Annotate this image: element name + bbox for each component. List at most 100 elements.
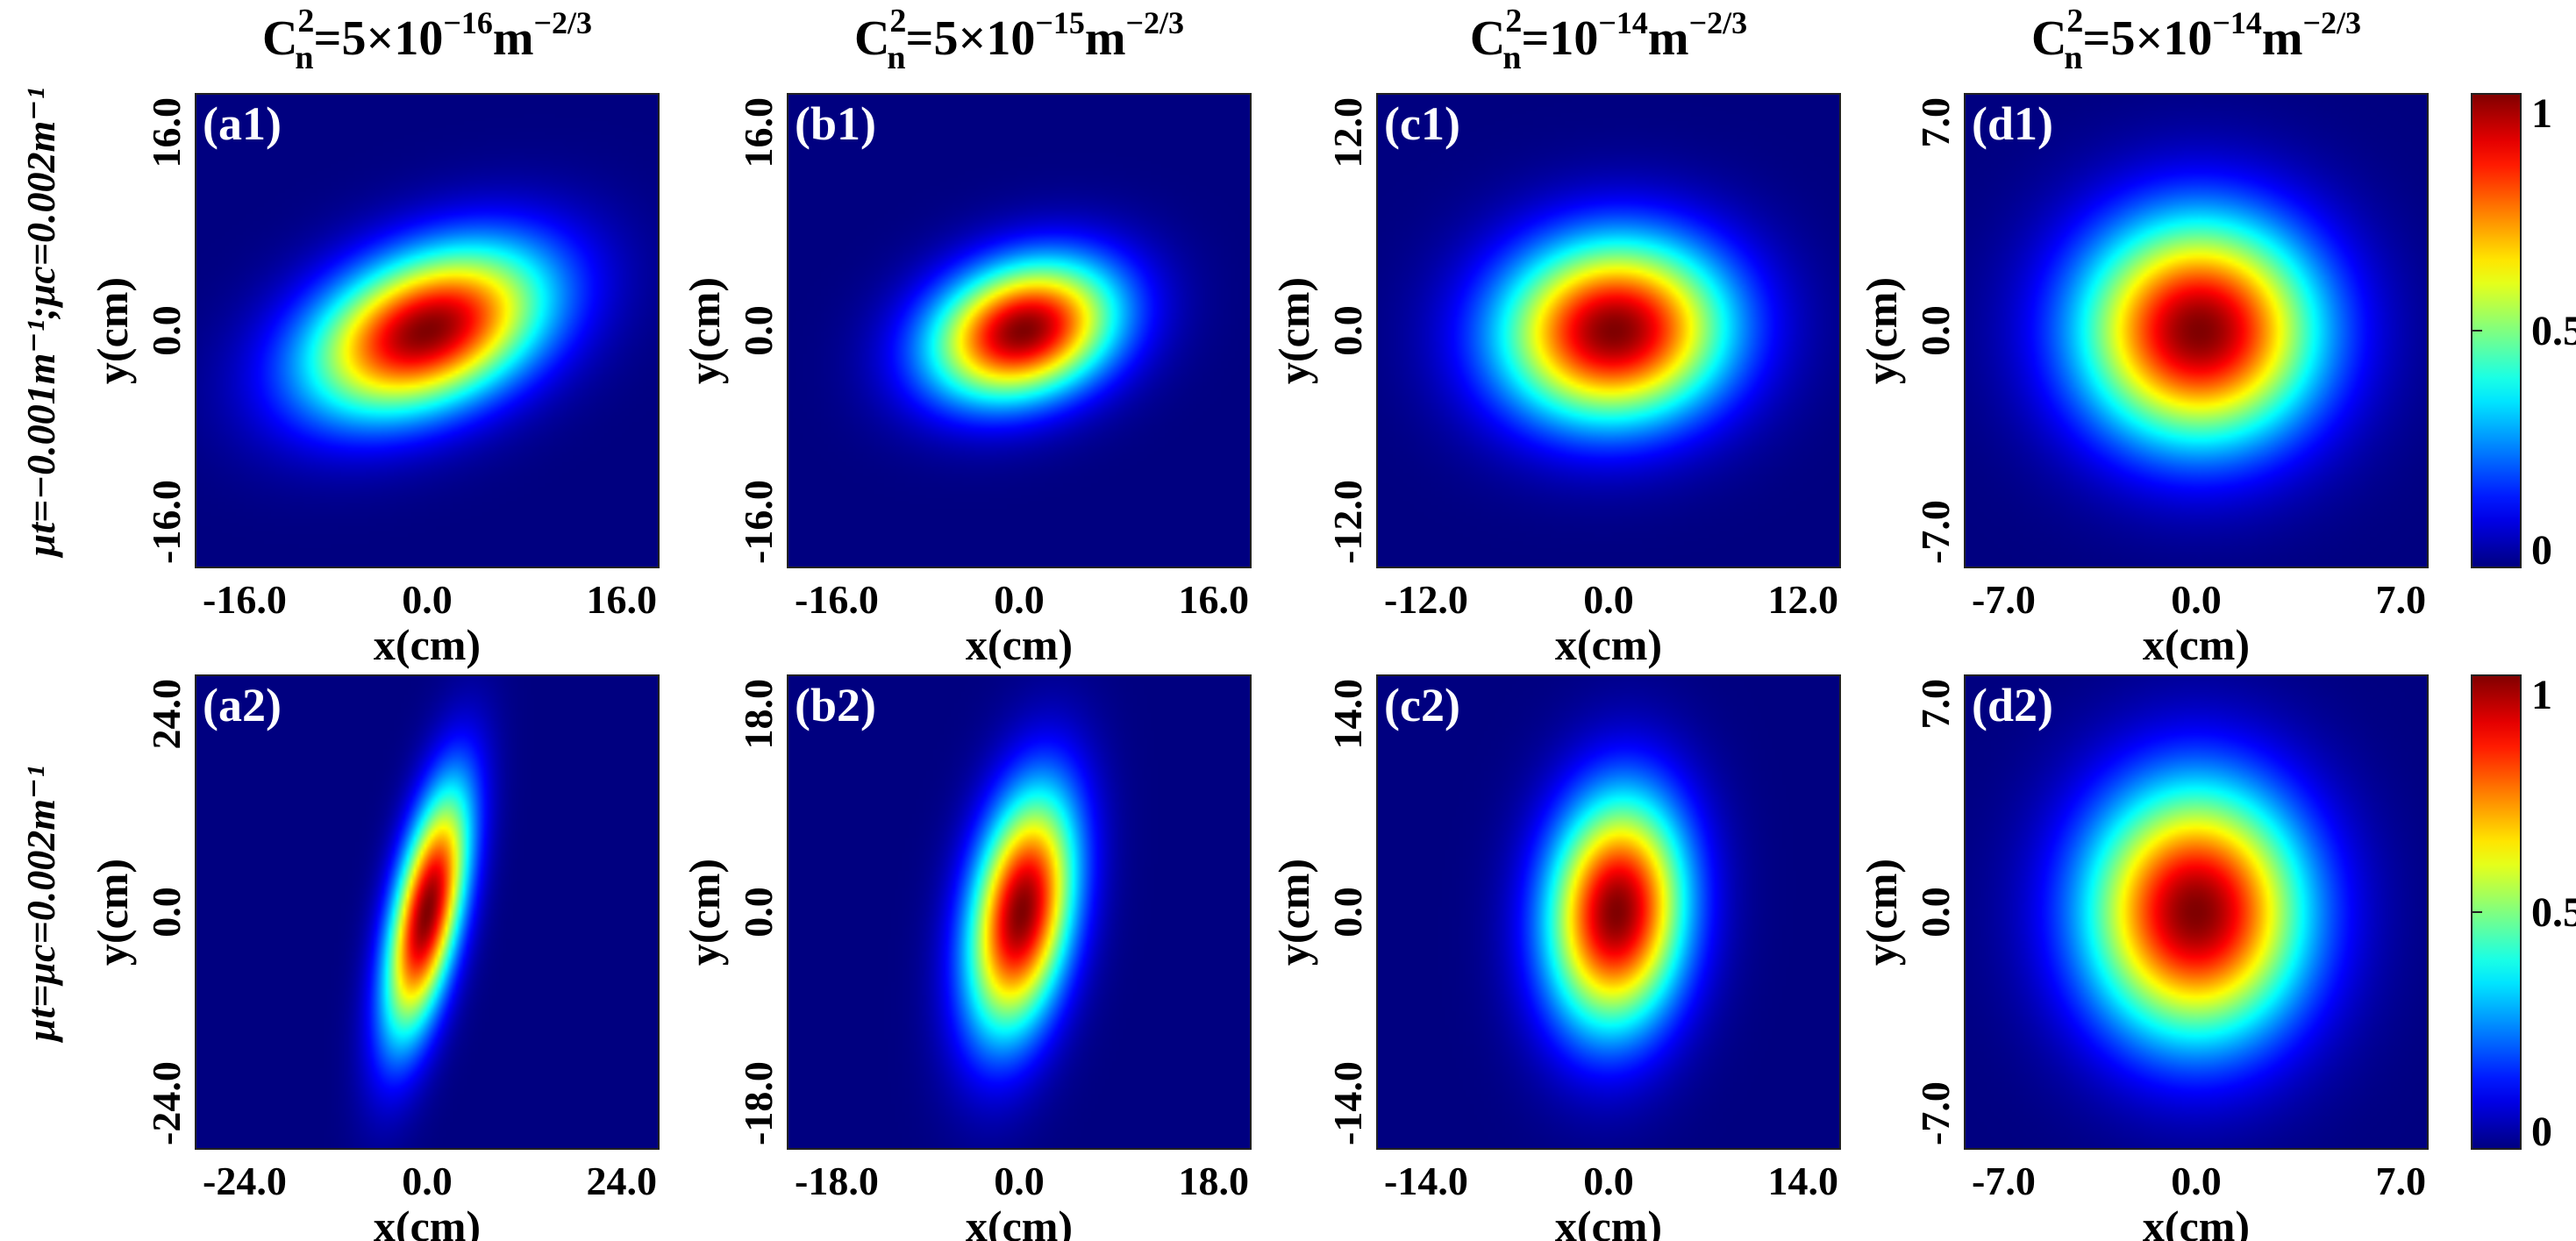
y-axis-label-a2: y(cm) — [88, 859, 137, 966]
heatmap-image-a1 — [196, 94, 659, 567]
colorbar-tick-label: 0.5 — [2531, 889, 2576, 936]
panel-b2: (b2) -18.0 0.0 18.0 x(cm) -18.0 0.0 18.0 y(cm) — [680, 674, 1252, 1241]
y-tick-label-a1: 16.0 — [144, 97, 189, 168]
y-tick-label-d1: -7.0 — [1913, 500, 1958, 564]
x-tick-label-b1: 16.0 — [1179, 577, 1250, 622]
heatmap-image-d2 — [1965, 675, 2428, 1149]
plot-frame-b2 — [787, 674, 1252, 1150]
x-axis-label-c2: x(cm) — [1555, 1202, 1662, 1241]
y-tick-label-d2: -7.0 — [1913, 1081, 1958, 1145]
colorbar-2: 10.50 — [2471, 672, 2576, 1155]
x-axis-label-d2: x(cm) — [2143, 1202, 2250, 1241]
colorbar-gradient — [2471, 674, 2522, 1150]
y-axis-label-a1: y(cm) — [88, 277, 137, 384]
colorbar-1: 10.50 — [2471, 90, 2576, 574]
panels-layer: (a1) -16.0 0.0 16.0 x(cm) -16.0 0.0 16.0 y(cm) (b… — [88, 93, 2429, 1241]
y-tick-label-c1: 12.0 — [1325, 97, 1370, 168]
y-tick-label-d1: 7.0 — [1913, 97, 1958, 148]
x-tick-label-a2: -24.0 — [203, 1159, 287, 1203]
x-tick-label-d1: 0.0 — [2171, 577, 2222, 622]
plot-frame-d1 — [1964, 93, 2429, 568]
x-tick-label-c2: 0.0 — [1583, 1159, 1634, 1203]
y-tick-label-d2: 7.0 — [1913, 679, 1958, 730]
x-tick-label-c1: 12.0 — [1768, 577, 1839, 622]
y-tick-label-c2: 0.0 — [1325, 887, 1370, 938]
column-titles-layer: C2 n=5×10−16m−2/3 C2 n=5×10−15m−2/3 C2 n=10−1… — [262, 3, 2361, 76]
y-axis-label-d1: y(cm) — [1857, 277, 1906, 384]
x-tick-label-b1: -16.0 — [795, 577, 879, 622]
y-tick-label-b1: -16.0 — [736, 480, 781, 564]
panel-label-c1: (c1) — [1384, 97, 1460, 150]
x-tick-label-b2: -18.0 — [795, 1159, 879, 1203]
colorbar-tick-label: 1 — [2531, 672, 2552, 718]
heatmap-image-a2 — [196, 675, 659, 1149]
panel-label-c2: (c2) — [1384, 679, 1460, 731]
plot-frame-a1 — [195, 93, 660, 568]
x-tick-label-a2: 0.0 — [402, 1159, 453, 1203]
y-tick-label-c1: 0.0 — [1325, 305, 1370, 356]
x-axis-label-b2: x(cm) — [966, 1202, 1073, 1241]
x-axis-label-b1: x(cm) — [966, 620, 1073, 669]
panel-label-d2: (d2) — [1972, 679, 2053, 731]
colorbar-tick-label: 1 — [2531, 90, 2552, 137]
x-tick-label-a1: -16.0 — [203, 577, 287, 622]
heatmap-image-b2 — [788, 675, 1251, 1149]
column-title-4: C2 n=5×10−14m−2/3 — [2031, 3, 2361, 76]
panel-d2: (d2) -7.0 0.0 7.0 x(cm) -7.0 0.0 7.0 y(cm) — [1857, 674, 2429, 1241]
plot-frame-d2 — [1964, 674, 2429, 1150]
plot-frame-a2 — [195, 674, 660, 1150]
x-tick-label-d2: -7.0 — [1972, 1159, 2036, 1203]
y-tick-label-d1: 0.0 — [1913, 305, 1958, 356]
column-title-2: C2 n=5×10−15m−2/3 — [854, 3, 1184, 76]
row-label-1: μt=−0.001m⁻¹;μc=0.002m⁻¹ — [18, 88, 63, 559]
y-tick-label-b2: 18.0 — [736, 679, 781, 750]
colorbar-tick-label: 0 — [2531, 1109, 2552, 1155]
y-tick-label-a1: 0.0 — [144, 305, 189, 356]
heatmap-image-c2 — [1377, 675, 1840, 1149]
y-tick-label-b2: 0.0 — [736, 887, 781, 938]
x-tick-label-c2: 14.0 — [1768, 1159, 1839, 1203]
y-axis-label-c2: y(cm) — [1269, 859, 1318, 966]
row-label-2: μt=μc=0.002m⁻¹ — [18, 766, 63, 1043]
x-tick-label-d1: 7.0 — [2376, 577, 2427, 622]
x-tick-label-b2: 0.0 — [994, 1159, 1045, 1203]
y-tick-label-c2: -14.0 — [1325, 1061, 1370, 1145]
y-axis-label-b1: y(cm) — [680, 277, 729, 384]
panel-label-b2: (b2) — [795, 679, 876, 731]
panel-c1: (c1) -12.0 0.0 12.0 x(cm) -12.0 0.0 12.0 y(cm) — [1269, 93, 1841, 669]
x-axis-label-a1: x(cm) — [374, 620, 481, 669]
x-tick-label-c1: -12.0 — [1384, 577, 1468, 622]
x-tick-label-a1: 16.0 — [587, 577, 658, 622]
panel-d1: (d1) -7.0 0.0 7.0 x(cm) -7.0 0.0 7.0 y(cm) — [1857, 93, 2429, 669]
heatmap-image-c1 — [1377, 94, 1840, 567]
colorbar-tick-label: 0.5 — [2531, 308, 2576, 354]
panel-label-d1: (d1) — [1972, 97, 2053, 150]
y-tick-label-c1: -12.0 — [1325, 480, 1370, 564]
panel-label-b1: (b1) — [795, 97, 876, 150]
x-tick-label-d2: 0.0 — [2171, 1159, 2222, 1203]
plot-frame-b1 — [787, 93, 1252, 568]
y-tick-label-d2: 0.0 — [1913, 887, 1958, 938]
panel-label-a1: (a1) — [203, 97, 282, 150]
y-tick-label-b2: -18.0 — [736, 1061, 781, 1145]
y-tick-label-a2: 0.0 — [144, 887, 189, 938]
y-axis-label-b2: y(cm) — [680, 859, 729, 966]
heatmap-image-d1 — [1965, 94, 2428, 567]
x-tick-label-b1: 0.0 — [994, 577, 1045, 622]
panel-a1: (a1) -16.0 0.0 16.0 x(cm) -16.0 0.0 16.0 y(cm) — [88, 93, 660, 669]
x-tick-label-d2: 7.0 — [2376, 1159, 2427, 1203]
panel-c2: (c2) -14.0 0.0 14.0 x(cm) -14.0 0.0 14.0 y(cm) — [1269, 674, 1841, 1241]
panel-label-a2: (a2) — [203, 679, 282, 731]
colorbar-tick-label: 0 — [2531, 527, 2552, 574]
x-tick-label-d1: -7.0 — [1972, 577, 2036, 622]
x-tick-label-a2: 24.0 — [587, 1159, 658, 1203]
panel-a2: (a2) -24.0 0.0 24.0 x(cm) -24.0 0.0 24.0 y(cm) — [88, 674, 660, 1241]
heatmap-image-b1 — [788, 94, 1251, 567]
x-axis-label-a2: x(cm) — [374, 1202, 481, 1241]
row-labels-layer: μt=−0.001m⁻¹;μc=0.002m⁻¹ μt=μc=0.002m⁻¹ — [18, 88, 63, 1043]
x-tick-label-c2: -14.0 — [1384, 1159, 1468, 1203]
plot-frame-c1 — [1376, 93, 1841, 568]
x-axis-label-c1: x(cm) — [1555, 620, 1662, 669]
